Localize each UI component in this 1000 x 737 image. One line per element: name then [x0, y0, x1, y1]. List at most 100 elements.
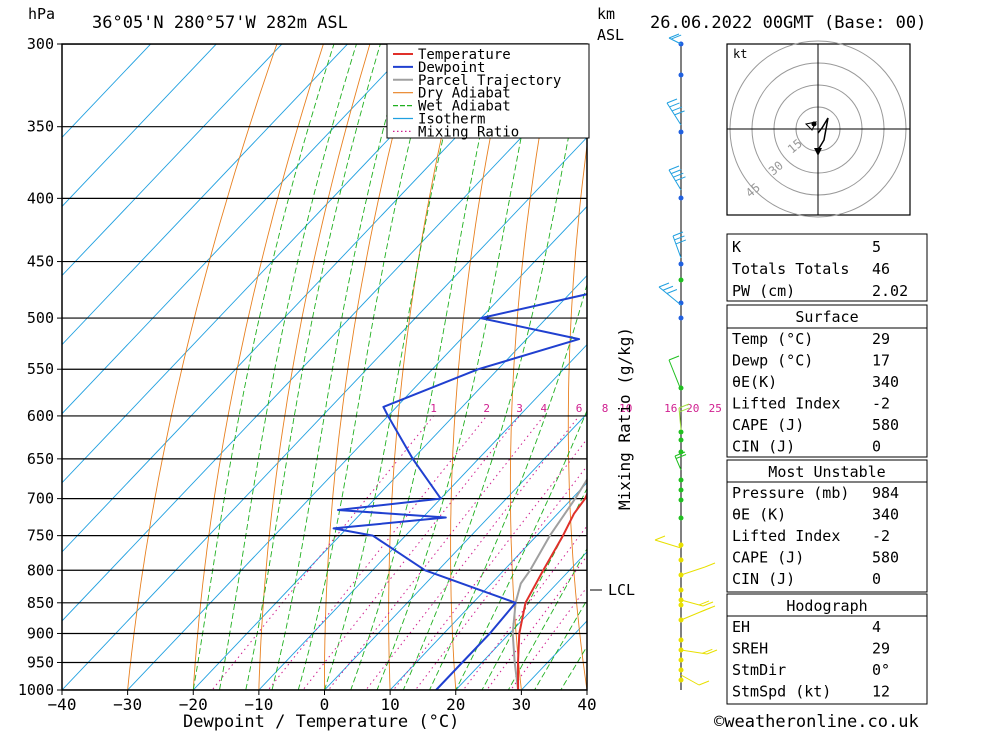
pressure-tick-label: 450	[27, 253, 54, 271]
wind-level-dot	[678, 315, 684, 321]
totals-totals-label: Totals Totals	[732, 260, 849, 278]
temperature-tick-label: 10	[380, 695, 399, 714]
table-box	[726, 304, 928, 458]
temperature-tick-label: 0	[320, 695, 330, 714]
table-box	[726, 233, 928, 302]
mixing-ratio-label: 16	[664, 402, 677, 415]
wind-barb	[680, 648, 718, 655]
isotherm-line	[62, 44, 217, 208]
pressure-tick-label: 550	[27, 360, 54, 378]
isotherm-line	[127, 205, 587, 690]
pressure-tick-label: 700	[27, 490, 54, 508]
hodograph-row-value: 4	[872, 618, 881, 636]
hodograph-row-label: StmDir	[732, 661, 786, 679]
most-unstable-row-label: Lifted Index	[732, 527, 840, 545]
wind-level-dot	[678, 637, 684, 643]
isotherm-line	[455, 551, 587, 690]
wind-barb-feather	[698, 600, 710, 606]
pressure-tick-label: 1000	[18, 681, 54, 699]
most-unstable-row-label: θE (K)	[732, 506, 786, 524]
wind-barb-feather	[704, 562, 716, 568]
table-box	[726, 593, 928, 705]
most-unstable-row-value: 984	[872, 484, 899, 502]
wind-barb-feather	[702, 648, 713, 654]
hodograph-table-title: Hodograph	[786, 597, 867, 615]
skewt-axes: 3003504004505005506006507007508008509009…	[18, 35, 722, 714]
wind-barb-feather	[658, 282, 670, 288]
wind-barb-feather	[675, 239, 687, 245]
skewt-grid	[62, 0, 1000, 716]
wind-level-dot	[678, 487, 684, 493]
wind-level-dot	[678, 497, 684, 503]
wind-barb-feather	[668, 33, 680, 39]
hodograph-row-value: 0°	[872, 661, 890, 679]
mixing-ratio-label: 6	[576, 402, 583, 415]
mixing-ratio-label: 3	[516, 402, 523, 415]
k-index-value: 5	[872, 238, 881, 256]
wind-barb	[654, 535, 682, 549]
hodograph-row-value: 12	[872, 683, 890, 701]
location-title: 36°05'N 280°57'W 282m ASL	[92, 13, 348, 33]
isotherm-line	[62, 44, 349, 346]
dry-adiabat-line	[974, 0, 1000, 716]
wind-barb-feather	[674, 451, 686, 457]
wind-barb-feather	[679, 407, 690, 413]
dry-adiabat-line	[679, 0, 724, 716]
legend-entry: Temperature	[418, 47, 511, 63]
wind-barb-feather	[670, 34, 682, 40]
wind-barb	[668, 165, 686, 191]
surface-row-value: 0	[872, 438, 881, 456]
wind-barb-feather	[666, 98, 678, 104]
wind-barb-staff	[668, 37, 682, 45]
wind-level-dot	[678, 587, 684, 593]
isotherm-line	[62, 44, 283, 277]
wind-barb-feather	[669, 102, 680, 108]
mixing-ratio-label: 2	[483, 402, 490, 415]
most-unstable-title: Most Unstable	[768, 463, 885, 481]
wind-barb-feather	[668, 355, 680, 361]
wind-barb	[668, 355, 682, 391]
wind-barb-staff	[680, 674, 700, 686]
wind-level-dot	[678, 657, 684, 663]
isotherm-line	[323, 413, 587, 690]
isotherm-line	[258, 343, 587, 690]
k-index-label: K	[732, 238, 741, 256]
dry-adiabat-line	[928, 0, 1000, 716]
wind-level-dot	[678, 429, 684, 435]
indices-tables: K 5 Totals Totals 46 PW (cm) 2.02 Surface Temp …	[726, 233, 928, 705]
surface-title: Surface	[795, 308, 858, 326]
series-line-dewpoint	[332, 293, 587, 690]
mixing-ratio-line	[462, 525, 587, 690]
wind-level-dot	[678, 437, 684, 443]
temperature-tick-label: 20	[446, 695, 465, 714]
mixing-ratio-line	[211, 415, 434, 690]
mixing-ratio-label: 4	[540, 402, 547, 415]
isotherm-line	[389, 482, 587, 690]
isotherm-line	[62, 44, 414, 415]
mixing-ratio-label: 25	[709, 402, 722, 415]
pressure-tick-label: 300	[27, 35, 54, 53]
surface-row-value: 580	[872, 416, 899, 434]
most-unstable-row-value: 580	[872, 549, 899, 567]
surface-row-value: 17	[872, 352, 890, 370]
surface-row-value: -2	[872, 395, 890, 413]
wind-barb-feather	[674, 110, 685, 116]
wind-barb-feather	[668, 165, 680, 171]
pressure-tick-label: 850	[27, 594, 54, 612]
skewt-curves	[332, 293, 587, 690]
wind-barb-staff	[654, 539, 682, 549]
mixing-ratio-label: 8	[602, 402, 609, 415]
temperature-tick-label: −30	[113, 695, 142, 714]
hodograph-row-label: StmSpd (kt)	[732, 683, 831, 701]
precipitable-water-value: 2.02	[872, 282, 908, 300]
legend-entry: Parcel Trajectory	[418, 73, 561, 89]
pressure-tick-label: 400	[27, 189, 54, 207]
surface-row-label: Lifted Index	[732, 395, 840, 413]
height-unit-label-asl: ASL	[597, 26, 624, 44]
wet-adiabat-line	[507, 547, 587, 690]
wind-level-dot	[678, 195, 684, 201]
most-unstable-row-label: CIN (J)	[732, 570, 795, 588]
